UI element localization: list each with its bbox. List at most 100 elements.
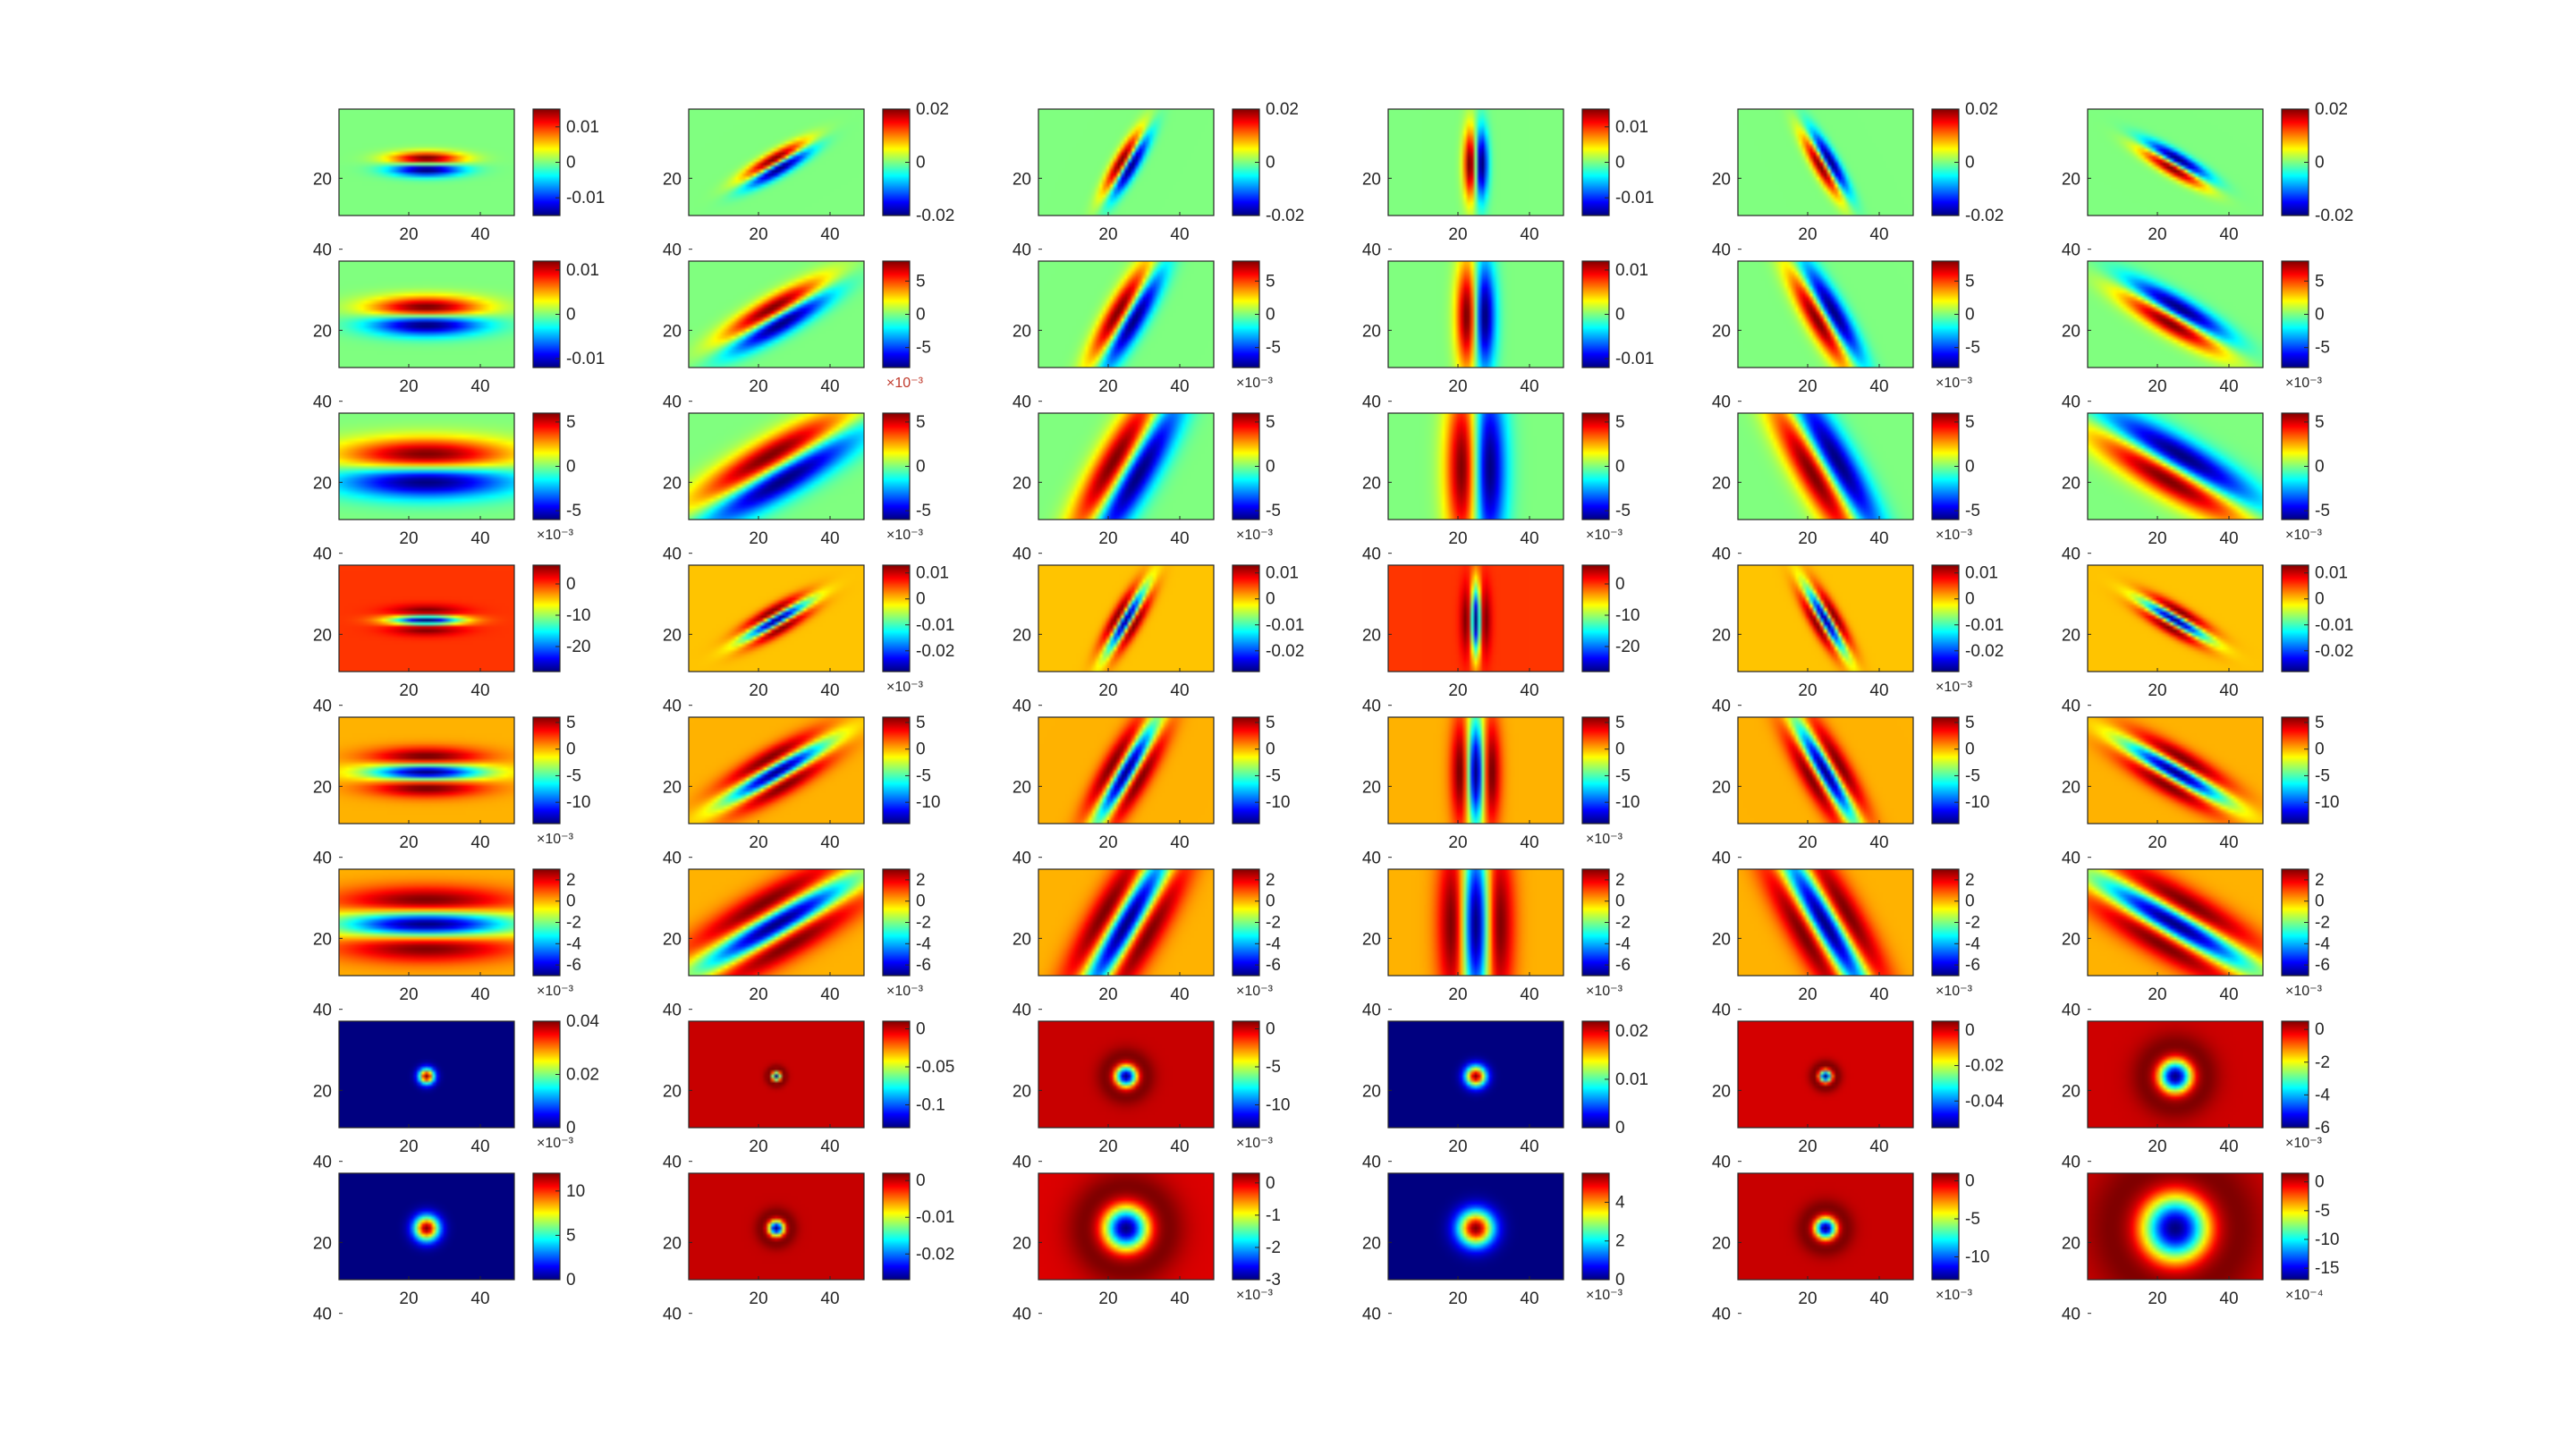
colorbar [1232, 1172, 1260, 1281]
colorbar [1232, 412, 1260, 520]
y-tick-label: 20 [1362, 1082, 1381, 1101]
subplot-1-5: 20 40 20 40 5 0 -5 ×10⁻³ [2062, 260, 2330, 412]
axes-frame [1038, 716, 1215, 824]
y-tick-label: 40 [1362, 241, 1381, 260]
colorbar-tick-label: 0 [2315, 154, 2325, 173]
x-tick-label: 20 [399, 225, 418, 244]
axes-frame [338, 564, 515, 672]
y-tick-label: 40 [2062, 393, 2080, 412]
x-tick-label: 40 [1869, 1289, 1888, 1308]
y-tick-label: 20 [313, 474, 332, 493]
heatmap-image [2088, 869, 2263, 976]
colorbar-tick-label: -2 [916, 914, 931, 933]
axes-frame [1387, 1172, 1564, 1281]
colorbar-tick-label: 0 [2315, 458, 2325, 477]
colorbar-multiplier: ×10⁻³ [1236, 528, 1274, 543]
x-tick-label: 40 [2219, 681, 2238, 700]
colorbar-tick-label: -10 [2315, 1230, 2339, 1249]
colorbar-tick-label: -4 [1965, 934, 1980, 953]
colorbar-tick-label: 0 [1615, 1271, 1625, 1289]
colorbar-tick-label: 0 [1266, 1174, 1275, 1193]
colorbar-tick-label: 0 [2315, 306, 2325, 325]
colorbar-tick-label: -5 [916, 339, 931, 358]
colorbar-tick-label: -5 [1266, 339, 1281, 358]
y-tick-label: 20 [2062, 930, 2080, 949]
x-tick-label: 40 [1170, 529, 1189, 548]
colorbar-tick-label: 5 [2315, 714, 2325, 732]
y-tick-label: 40 [1712, 698, 1731, 716]
y-tick-label: 20 [1712, 626, 1731, 645]
colorbar-tick-label: -0.01 [566, 350, 605, 368]
subplot-3-2: 20 40 20 40 0.01 0 -0.01 -0.02 [1013, 564, 1304, 716]
subplot-2-1: 20 40 20 40 5 0 -5 ×10⁻³ [663, 412, 931, 564]
x-tick-label: 20 [1448, 1289, 1467, 1308]
axes-frame [1038, 1172, 1215, 1281]
heatmap-image [689, 413, 864, 520]
y-tick-label: 20 [1013, 1234, 1031, 1253]
x-tick-label: 40 [1170, 985, 1189, 1004]
colorbar-tick-label: 5 [566, 1226, 576, 1245]
colorbar-tick-label: 2 [916, 871, 926, 890]
colorbar-tick-label: 0 [1266, 740, 1275, 759]
x-tick-label: 40 [2219, 1137, 2238, 1156]
colorbar-tick-label: -2 [2315, 914, 2330, 933]
colorbar-tick-label: 0 [566, 306, 576, 325]
colorbar-tick-label: -0.02 [916, 642, 954, 661]
colorbar-multiplier: ×10⁻³ [886, 376, 924, 391]
colorbar-tick-label: 0.02 [916, 100, 949, 119]
heatmap-image [339, 109, 514, 216]
axes-frame [688, 564, 865, 672]
colorbar-tick-label: -10 [1266, 793, 1290, 812]
colorbar-tick-label: -3 [1266, 1271, 1281, 1289]
colorbar-tick-label: 0 [1266, 154, 1275, 173]
subplot-7-5: 20 40 20 40 0 -5 -10 -15 ×10⁻⁴ [2062, 1172, 2339, 1324]
colorbar [1581, 564, 1610, 672]
subplot-0-3: 20 40 20 40 0.01 0 -0.01 [1362, 108, 1654, 260]
colorbar [1581, 1172, 1610, 1281]
x-tick-label: 20 [1798, 1137, 1817, 1156]
colorbar-tick-label: 5 [1615, 413, 1625, 432]
y-tick-label: 40 [1362, 1306, 1381, 1324]
colorbar-tick-label: 0 [1266, 458, 1275, 477]
subplot-2-2: 20 40 20 40 5 0 -5 ×10⁻³ [1013, 412, 1281, 564]
colorbar [2281, 1172, 2309, 1281]
x-tick-label: 20 [2148, 1137, 2166, 1156]
x-tick-label: 40 [1520, 985, 1538, 1004]
axes-frame [688, 1172, 865, 1281]
colorbar-multiplier: ×10⁻³ [886, 680, 924, 695]
y-tick-label: 20 [1013, 474, 1031, 493]
y-tick-label: 40 [1712, 545, 1731, 564]
colorbar-tick-label: -0.02 [916, 1245, 954, 1264]
colorbar-tick-label: -4 [566, 934, 581, 953]
colorbar-tick-label: -6 [1615, 956, 1631, 975]
colorbar-tick-label: -2 [1965, 914, 1980, 933]
x-tick-label: 20 [1098, 833, 1117, 852]
colorbar-multiplier: ×10⁻³ [1936, 1288, 1973, 1303]
colorbar-tick-label: 0 [1266, 1020, 1275, 1039]
colorbar [1232, 716, 1260, 824]
y-tick-label: 20 [1362, 930, 1381, 949]
colorbar-tick-label: 0 [1965, 740, 1975, 759]
axes-frame [338, 1020, 515, 1129]
subplot-4-3: 20 40 20 40 5 0 -5 -10 ×10⁻³ [1362, 714, 1640, 868]
colorbar-tick-label: 0.02 [1615, 1022, 1648, 1041]
colorbar-tick-label: -5 [916, 766, 931, 785]
y-tick-label: 40 [1013, 1306, 1031, 1324]
colorbar-multiplier: ×10⁻³ [1586, 832, 1623, 847]
colorbar-tick-label: 0 [916, 1171, 926, 1190]
heatmap-image [1388, 1173, 1563, 1280]
axes-frame [1387, 412, 1564, 520]
heatmap-image [689, 1173, 864, 1280]
colorbar-multiplier: ×10⁻³ [1236, 1136, 1274, 1151]
colorbar-tick-label: 0 [2315, 1173, 2325, 1192]
colorbar-tick-label: 2 [1965, 871, 1975, 890]
x-tick-label: 20 [1448, 529, 1467, 548]
x-tick-label: 20 [2148, 225, 2166, 244]
subplot-1-1: 20 40 20 40 5 0 -5 ×10⁻³ [663, 260, 931, 412]
heatmap-image [689, 109, 864, 216]
colorbar-tick-label: -0.01 [916, 616, 954, 635]
x-tick-label: 20 [399, 681, 418, 700]
y-tick-label: 40 [1013, 1154, 1031, 1172]
x-tick-label: 20 [749, 377, 767, 396]
